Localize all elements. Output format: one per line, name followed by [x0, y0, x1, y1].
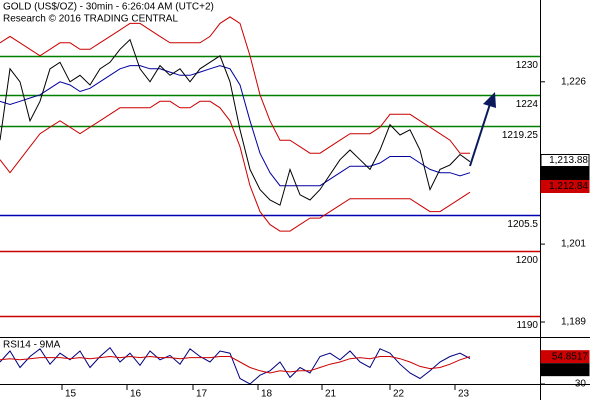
level-label-box — [505, 218, 540, 231]
x-tick-label: 23 — [458, 389, 470, 400]
y-tick-label: 30 — [575, 379, 587, 390]
x-tick-label: 21 — [325, 389, 337, 400]
series-line — [0, 16, 470, 154]
forecast-arrow — [469, 103, 491, 167]
x-tick-label: 18 — [261, 389, 273, 400]
series-line — [0, 346, 471, 385]
chart-title: GOLD (US$/OZ) - 30min - 6:26:04 AM (UTC+… — [3, 2, 214, 13]
price-tag — [540, 153, 590, 167]
price-tag — [540, 350, 590, 364]
y-tick-label: 1,201 — [561, 239, 586, 250]
series-line — [0, 355, 471, 374]
price-tag-label: 54.8517 — [552, 351, 589, 362]
level-label-box — [513, 98, 540, 111]
x-tick-label: 15 — [65, 389, 77, 400]
x-tick-label: 22 — [393, 389, 405, 400]
series-line — [0, 38, 471, 206]
level-label-box — [499, 129, 540, 142]
level-label: 1205.5 — [507, 219, 538, 230]
price-tag — [540, 166, 590, 180]
level-label: 1190 — [516, 320, 538, 331]
y-tick-label: 1,226 — [561, 76, 586, 87]
price-tag — [540, 179, 590, 193]
level-label: 1230 — [516, 60, 539, 71]
level-label-box — [513, 254, 540, 267]
price-tag — [540, 363, 590, 377]
rsi-title: RSI14 - 9MA — [3, 340, 61, 351]
level-label-box — [514, 319, 540, 332]
y-tick-label: 1,189 — [561, 317, 586, 328]
level-label-box — [513, 59, 540, 72]
level-label: 1224 — [516, 99, 539, 110]
price-tag-label: 53.1602 — [552, 364, 589, 375]
price-tag-label: 1,213.88 — [549, 155, 588, 166]
x-tick-label: 17 — [196, 389, 208, 400]
chart-subtitle: Research © 2016 TRADING CENTRAL — [3, 14, 178, 25]
price-tag-label: 1,212.84 — [549, 181, 588, 192]
x-tick-label: 16 — [130, 389, 142, 400]
arrow-head — [483, 92, 496, 108]
level-label: 1219.25 — [502, 130, 539, 141]
rsi-panel: 30 15 16 17 18 21 22 23 54.8517 53.1602 — [0, 346, 590, 400]
price-panel: 1,226 1,201 1,189 1230 1224 1219.25 1205.5 1200… — [0, 16, 590, 332]
series-line — [0, 65, 471, 187]
price-tag-label: 1,213.7 — [555, 168, 589, 179]
series-line — [0, 100, 471, 232]
level-label: 1200 — [516, 255, 539, 266]
